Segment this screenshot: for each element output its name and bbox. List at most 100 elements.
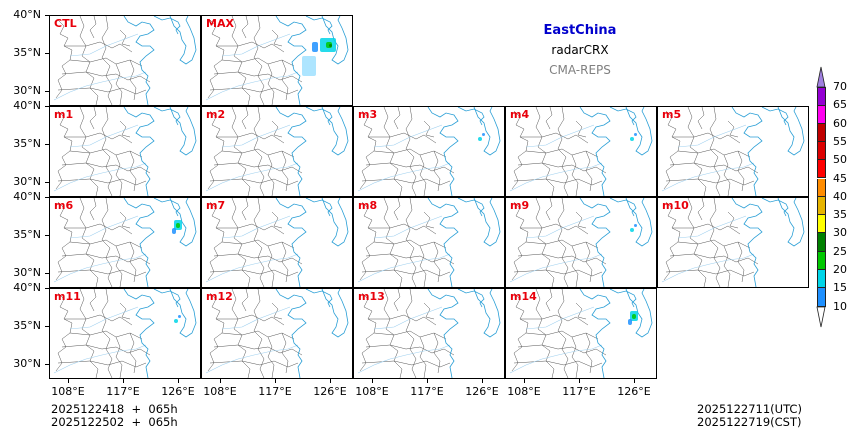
colorbar-level-label: 10 <box>833 299 847 313</box>
colorbar-segment <box>817 123 826 142</box>
colorbar-segment <box>817 87 826 107</box>
map-panel-m13: m13 <box>353 288 505 379</box>
colorbar-level-label: 15 <box>833 281 847 295</box>
panel-label: m7 <box>206 199 226 212</box>
basemap <box>357 107 501 196</box>
region-title: EastChina <box>543 23 617 38</box>
model-title: CMA-REPS <box>549 63 611 77</box>
map-panel-max: MAX <box>201 15 353 106</box>
lon-tick-label: 126°E <box>313 385 347 398</box>
basemap <box>53 289 197 378</box>
lon-tick <box>123 379 124 383</box>
lat-tick <box>45 15 49 16</box>
lat-tick <box>45 364 49 365</box>
map-panel-m7: m7 <box>201 197 353 288</box>
lon-tick <box>68 379 69 383</box>
lon-tick <box>178 379 179 383</box>
lon-tick-label: 108°E <box>507 385 541 398</box>
lon-tick <box>634 379 635 383</box>
lon-tick-label: 108°E <box>51 385 85 398</box>
lon-tick <box>524 379 525 383</box>
map-panel-ctl: CTL <box>49 15 201 106</box>
colorbar-segment <box>817 215 826 234</box>
lon-tick <box>482 379 483 383</box>
lat-tick-label: 30°N <box>13 175 41 188</box>
colorbar-segment <box>817 105 826 124</box>
lat-tick <box>45 326 49 327</box>
init-time-line-1: 2025122418 + 065h <box>51 402 178 416</box>
valid-time-cst: 2025122719(CST) <box>697 415 802 429</box>
colorbar-level-label: 25 <box>833 244 847 258</box>
basemap <box>509 107 653 196</box>
lon-tick <box>579 379 580 383</box>
colorbar-segment <box>817 160 826 179</box>
lat-tick-label: 35°N <box>13 228 41 241</box>
lat-tick <box>45 106 49 107</box>
colorbar-level-label: 70 <box>833 80 847 93</box>
map-panel-m10: m10 <box>657 197 809 288</box>
lon-tick <box>275 379 276 383</box>
panel-label: m10 <box>662 199 689 212</box>
lat-tick-label: 35°N <box>13 46 41 59</box>
lat-tick-label: 30°N <box>13 84 41 97</box>
panel-label: MAX <box>206 17 234 30</box>
lat-tick-label: 30°N <box>13 357 41 370</box>
lon-tick-label: 126°E <box>465 385 499 398</box>
basemap <box>509 289 653 378</box>
lon-tick <box>372 379 373 383</box>
variable-title: radarCRX <box>551 43 609 57</box>
colorbar-level-label: 35 <box>833 208 847 222</box>
lon-tick <box>330 379 331 383</box>
colorbar-level-label: 65 <box>833 98 847 112</box>
lat-tick-label: 40°N <box>13 190 41 203</box>
panel-label: m8 <box>358 199 378 212</box>
lat-tick <box>45 91 49 92</box>
lat-tick-label: 40°N <box>13 99 41 112</box>
map-panel-m6: m6 <box>49 197 201 288</box>
lat-tick-label: 40°N <box>13 8 41 21</box>
colorbar-level-label: 50 <box>833 153 847 167</box>
map-panel-m1: m1 <box>49 106 201 197</box>
lon-tick-label: 117°E <box>258 385 292 398</box>
colorbar-segment <box>817 196 826 216</box>
colorbar-level-label: 40 <box>833 189 847 203</box>
map-panel-m11: m11 <box>49 288 201 379</box>
lon-tick-label: 108°E <box>203 385 237 398</box>
init-time-line-2: 2025122502 + 065h <box>51 415 178 429</box>
panel-label: m4 <box>510 108 530 121</box>
lat-tick-label: 35°N <box>13 319 41 332</box>
basemap <box>509 198 653 287</box>
map-panel-m8: m8 <box>353 197 505 288</box>
colorbar-segment <box>817 141 826 161</box>
basemap <box>53 198 197 287</box>
panel-label: m14 <box>510 290 537 303</box>
colorbar-segment <box>817 270 826 289</box>
lat-tick-label: 35°N <box>13 137 41 150</box>
colorbar-level-label: 20 <box>833 263 847 276</box>
colorbar-segment <box>817 233 826 252</box>
lat-tick-label: 30°N <box>13 266 41 279</box>
lon-tick-label: 117°E <box>106 385 140 398</box>
panel-label: m3 <box>358 108 378 121</box>
map-panel-m2: m2 <box>201 106 353 197</box>
lon-tick-label: 126°E <box>161 385 195 398</box>
lon-tick-label: 126°E <box>617 385 651 398</box>
colorbar-level-label: 60 <box>833 116 847 130</box>
colorbar-level-label: 30 <box>833 226 847 240</box>
panel-label: m12 <box>206 290 233 303</box>
colorbar-extend-arrows <box>816 66 826 328</box>
lat-tick <box>45 182 49 183</box>
lat-tick <box>45 273 49 274</box>
lat-tick <box>45 235 49 236</box>
panel-label: CTL <box>54 17 77 30</box>
lat-tick <box>45 197 49 198</box>
lon-tick <box>220 379 221 383</box>
panel-label: m1 <box>54 108 74 121</box>
lon-tick <box>427 379 428 383</box>
panel-label: m5 <box>662 108 682 121</box>
map-panel-m5: m5 <box>657 106 809 197</box>
colorbar-level-label: 55 <box>833 134 847 148</box>
map-panel-m14: m14 <box>505 288 657 379</box>
panel-label: m11 <box>54 290 81 303</box>
panel-label: m6 <box>54 199 74 212</box>
